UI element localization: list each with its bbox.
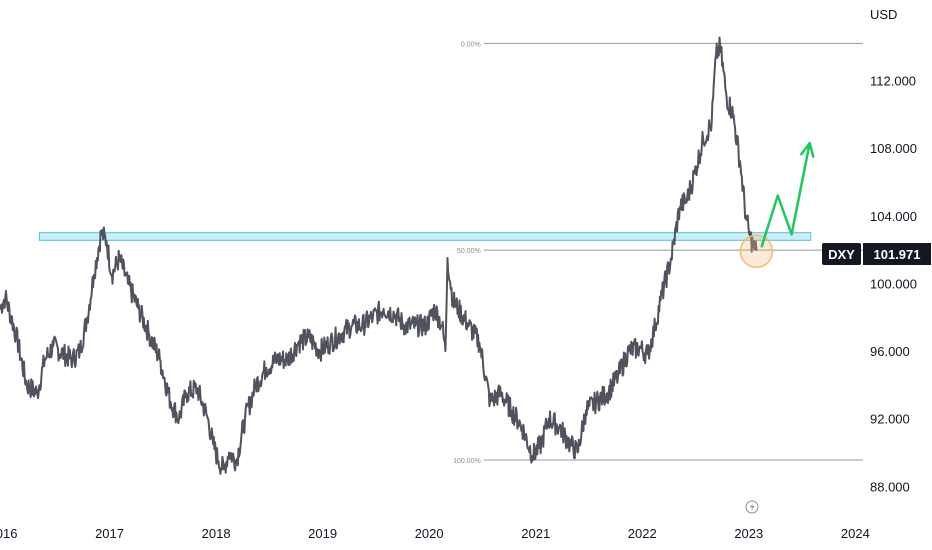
y-tick-label-2: 96.000 [870,344,910,359]
y-tick-label-1: 92.000 [870,412,910,427]
y-tick-label-3: 100.000 [870,276,917,291]
x-tick-label-4: 2020 [415,526,444,541]
price-tag-symbol: DXY [828,247,855,262]
axis-unit-label: USD [870,7,897,22]
price-tag-symbol-box [822,243,861,265]
y-tick-label-4: 104.000 [870,209,917,224]
fibonacci-lines [483,42,863,461]
highlight-circle [739,234,774,269]
fib-label-1: 50.00% [457,248,481,255]
x-tick-label-7: 2023 [734,526,763,541]
fib-label-2: 100.00% [453,458,481,465]
projection-arrowhead [800,141,815,158]
series-line-dxy [0,36,758,475]
y-tick-label-0: 88.000 [870,479,910,494]
price-tag-value: 101.971 [874,247,921,262]
projection-arrow [760,141,815,248]
fib-label-0: 0.00% [461,41,481,48]
x-tick-label-1: 2017 [95,526,124,541]
x-tick-label-0: 2016 [0,526,17,541]
y-axis-ticks[interactable]: 88.000 92.000 96.000 100.000 104.000 108.000 1… [870,74,917,495]
x-tick-label-3: 2019 [308,526,337,541]
x-tick-label-2: 2018 [202,526,231,541]
fibonacci-labels: 0.00% 50.00% 100.00% [453,41,481,465]
x-tick-label-8: 2024 [841,526,870,541]
lightning-icon[interactable] [745,500,759,514]
x-tick-label-5: 2021 [521,526,550,541]
y-tick-label-5: 108.000 [870,141,917,156]
price-tag: DXY 101.971 [822,243,931,265]
resistance-zone [38,232,812,241]
price-tag-value-box [863,243,931,265]
x-tick-label-6: 2022 [628,526,657,541]
x-axis-ticks[interactable]: 2016 2017 2018 2019 2020 2021 2022 2023 2024 [0,526,870,541]
y-tick-label-6: 112.000 [870,74,916,89]
projection-path [760,141,811,248]
